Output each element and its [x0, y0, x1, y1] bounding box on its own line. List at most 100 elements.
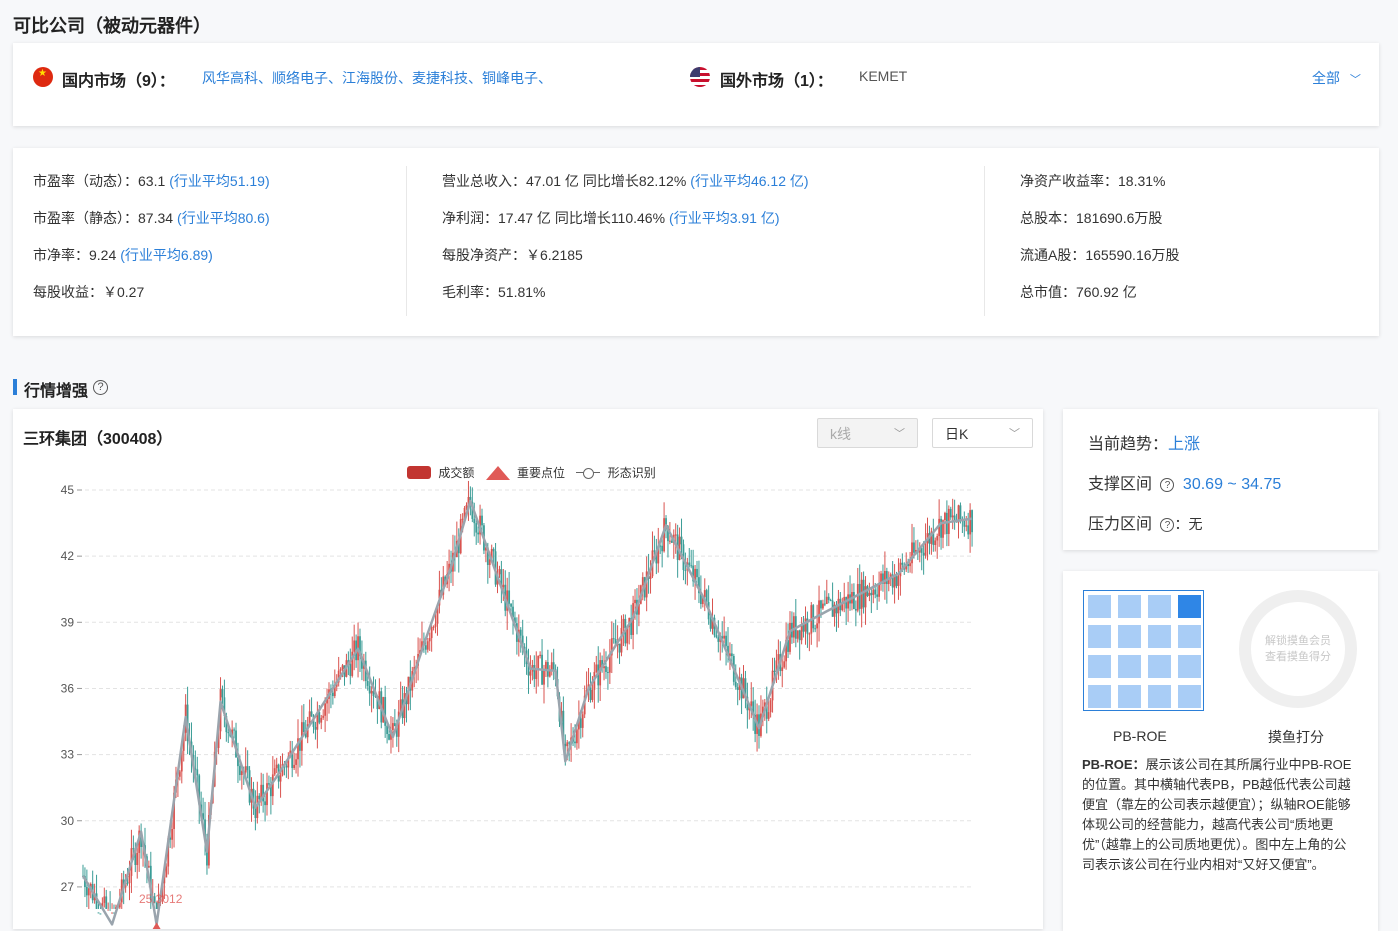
- candle-body: [599, 660, 602, 686]
- support-range: 支撑区间 ? 30.69 ~ 34.75: [1088, 476, 1282, 493]
- divider: [984, 166, 985, 316]
- chart-type-select[interactable]: k线 ﹀: [817, 418, 918, 448]
- candle-body: [953, 515, 956, 522]
- candle-body: [699, 593, 702, 605]
- candle-body: [703, 590, 706, 598]
- moyu-score-ring[interactable]: 解锁摸鱼会员 查看摸鱼得分: [1239, 590, 1357, 708]
- total-shares: 总股本：181690.6万股: [1020, 210, 1163, 226]
- candle-body: [269, 784, 272, 797]
- help-icon[interactable]: ?: [93, 380, 108, 395]
- kline-chart[interactable]: 27 30 33 36 39 42 45 25.3012: [13, 409, 1043, 929]
- period-select[interactable]: 日K ﹀: [932, 418, 1033, 448]
- candle-body: [630, 617, 633, 635]
- candle-body: [963, 520, 966, 527]
- pb-roe-grid[interactable]: [1083, 590, 1204, 711]
- candle-body: [510, 603, 512, 607]
- candle-body: [932, 531, 935, 545]
- candle-body: [223, 697, 226, 716]
- chart-legend: 成交额 重要点位 形态识别: [407, 464, 656, 481]
- candle-body: [384, 697, 387, 726]
- pattern-legend-label[interactable]: 形态识别: [607, 466, 656, 480]
- help-icon[interactable]: ?: [1160, 477, 1175, 492]
- help-icon[interactable]: ?: [1160, 517, 1175, 532]
- candle-body: [665, 518, 667, 527]
- candle-body: [217, 731, 220, 748]
- candle-body: [304, 732, 307, 738]
- candle-body: [457, 540, 460, 554]
- pattern-legend-icon: [576, 466, 601, 480]
- candle-body: [568, 742, 571, 744]
- candle-body: [490, 548, 493, 560]
- candle-body: [258, 795, 261, 800]
- candle-body: [155, 902, 158, 909]
- candle-body: [670, 540, 673, 543]
- candle-body: [413, 667, 416, 672]
- candle-body: [607, 671, 609, 673]
- markets-card: ★ 国内市场（9）： 风华高科、顺络电子、江海股份、麦捷科技、铜峰电子、 国外市…: [13, 43, 1379, 126]
- pb-roe-cell: [1178, 685, 1201, 708]
- candle-body: [870, 592, 873, 596]
- candle-body: [905, 563, 908, 570]
- candle-body: [339, 669, 342, 671]
- candle-body: [285, 765, 288, 768]
- candle-body: [128, 875, 131, 884]
- candle-body: [273, 768, 276, 775]
- pb-roe-cell: [1148, 685, 1171, 708]
- candle-body: [392, 723, 394, 731]
- candle-body: [111, 912, 113, 914]
- foreign-company-list[interactable]: KEMET: [859, 68, 908, 84]
- candle-body: [165, 866, 168, 878]
- candle-body: [310, 711, 313, 717]
- candle-body: [715, 635, 718, 638]
- candle-body: [816, 623, 819, 629]
- candle-body: [649, 576, 652, 579]
- roe: 净资产收益率：18.31%: [1020, 173, 1166, 189]
- candle-body: [678, 536, 681, 560]
- candle-body: [864, 586, 867, 608]
- candle-body: [872, 589, 875, 596]
- candle-body: [484, 547, 487, 551]
- candle-body: [967, 525, 970, 535]
- pb-ratio: 市净率：9.24 (行业平均6.89): [33, 247, 213, 263]
- candle-body: [221, 689, 224, 698]
- pb-roe-description: PB-ROE：展示该公司在其所属行业中PB-ROE的位置。其中横轴代表PB，PB…: [1082, 757, 1352, 872]
- show-all-button[interactable]: 全部 ﹀: [1312, 68, 1361, 88]
- candle-body: [432, 626, 435, 628]
- net-profit: 净利润：17.47 亿 同比增长110.46% (行业平均3.91 亿): [442, 210, 780, 226]
- candle-body: [734, 681, 737, 688]
- show-all-label: 全部: [1312, 70, 1340, 86]
- pe-static: 市盈率（静态）：87.34 (行业平均80.6): [33, 210, 270, 226]
- candle-body: [99, 913, 102, 915]
- candle-body: [204, 819, 206, 842]
- candle-body: [299, 738, 301, 751]
- candle-body: [331, 692, 334, 697]
- pb-roe-label: PB-ROE: [1113, 728, 1167, 744]
- candle-body: [800, 624, 803, 641]
- candle-body: [167, 837, 170, 867]
- candle-body: [225, 715, 228, 733]
- candle-body: [661, 545, 664, 552]
- candle-body: [841, 603, 844, 611]
- candle-body: [264, 801, 266, 806]
- candle-body: [736, 687, 739, 690]
- volume-legend-label[interactable]: 成交额: [438, 466, 475, 480]
- candle-body: [942, 520, 944, 538]
- candle-body: [680, 536, 683, 545]
- divider: [406, 166, 407, 316]
- candle-body: [359, 636, 361, 657]
- candle-body: [231, 729, 234, 737]
- candle-body: [473, 518, 476, 524]
- float-a-shares: 流通A股：165590.16万股: [1020, 247, 1180, 263]
- candle-body: [709, 619, 712, 629]
- candle-body: [545, 662, 547, 671]
- keypoint-legend-label[interactable]: 重要点位: [517, 466, 566, 480]
- candle-body: [692, 565, 695, 582]
- candle-body: [792, 616, 795, 638]
- candle-body: [763, 702, 766, 707]
- candle-body: [796, 630, 799, 639]
- domestic-company-list[interactable]: 风华高科、顺络电子、江海股份、麦捷科技、铜峰电子、: [202, 70, 552, 86]
- candle-body: [899, 562, 902, 577]
- candle-body: [461, 518, 464, 520]
- candle-body: [492, 548, 495, 552]
- candle-body: [601, 660, 604, 669]
